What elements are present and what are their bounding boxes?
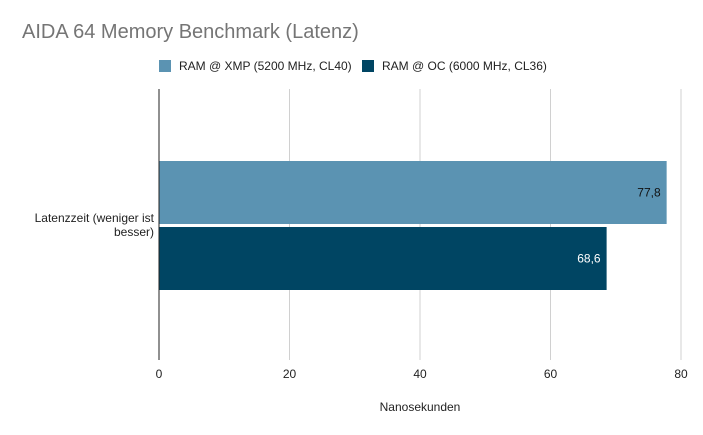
legend-item-xmp: RAM @ XMP (5200 MHz, CL40)	[159, 59, 352, 73]
x-tick-label-40: 40	[413, 367, 427, 381]
legend-label-oc: RAM @ OC (6000 MHz, CL36)	[382, 59, 547, 73]
legend-swatch-xmp	[159, 60, 171, 72]
legend-label-xmp: RAM @ XMP (5200 MHz, CL40)	[179, 59, 352, 73]
legend-item-oc: RAM @ OC (6000 MHz, CL36)	[362, 59, 547, 73]
x-tick-label-0: 0	[156, 367, 163, 381]
x-tick-label-80: 80	[674, 367, 688, 381]
x-axis-label: Nanosekunden	[379, 400, 461, 414]
bar-xmp	[159, 161, 667, 224]
data-label-xmp: 77,8	[637, 186, 661, 200]
legend: RAM @ XMP (5200 MHz, CL40) RAM @ OC (600…	[0, 59, 703, 77]
bar-oc	[159, 227, 607, 290]
chart-title: AIDA 64 Memory Benchmark (Latenz)	[22, 21, 359, 43]
category-label: Latenzzeit (weniger ist besser)	[34, 211, 154, 239]
data-label-oc: 68,6	[577, 252, 601, 266]
legend-swatch-oc	[362, 60, 374, 72]
x-tick-label-20: 20	[283, 367, 297, 381]
x-tick-label-60: 60	[544, 367, 558, 381]
